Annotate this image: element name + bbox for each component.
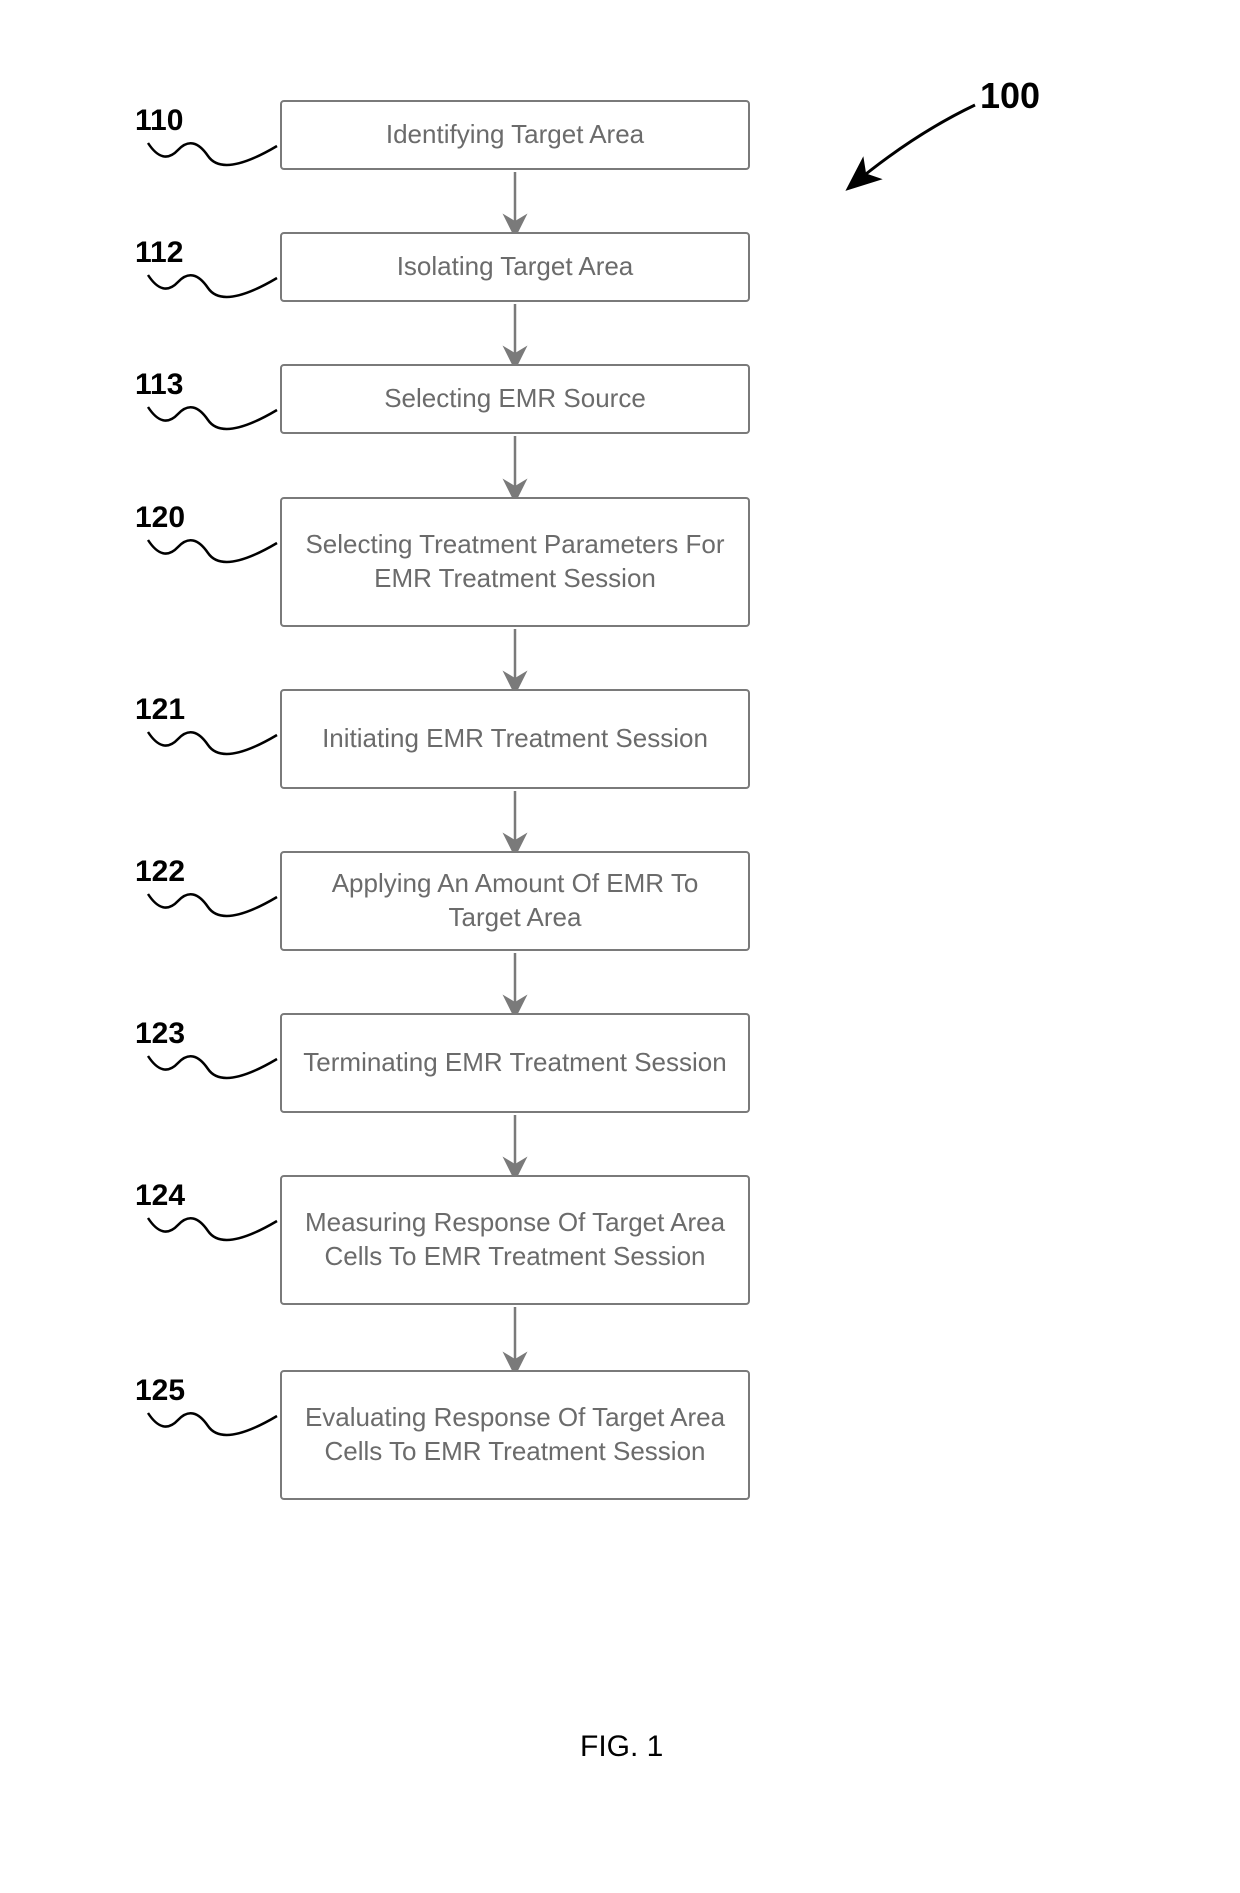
flowchart-step: Evaluating Response Of Target Area Cells… <box>280 1370 750 1500</box>
step-ref-label: 112 <box>135 236 183 270</box>
flow-arrow <box>500 434 530 497</box>
flow-arrow <box>500 789 530 851</box>
squiggle-connector <box>143 889 285 929</box>
step-text: Selecting Treatment Parameters For EMR T… <box>294 528 736 596</box>
squiggle-connector <box>143 1408 285 1448</box>
flow-arrow <box>500 1113 530 1175</box>
step-ref-label: 121 <box>135 693 185 727</box>
step-ref-label: 124 <box>135 1179 185 1213</box>
step-ref-label: 123 <box>135 1017 185 1051</box>
squiggle-connector <box>143 402 285 442</box>
flow-arrow <box>500 170 530 232</box>
flowchart-step: Measuring Response Of Target Area Cells … <box>280 1175 750 1305</box>
flowchart-diagram: 100 Identifying Target Area110 Isolating… <box>0 0 1240 1893</box>
step-ref-label: 110 <box>135 104 183 138</box>
flowchart-step: Selecting EMR Source <box>280 364 750 434</box>
step-ref-label: 125 <box>135 1374 185 1408</box>
figure-label: FIG. 1 <box>580 1730 663 1764</box>
flowchart-step: Terminating EMR Treatment Session <box>280 1013 750 1113</box>
squiggle-connector <box>143 1051 285 1091</box>
flow-arrow <box>500 1305 530 1370</box>
step-text: Evaluating Response Of Target Area Cells… <box>294 1401 736 1469</box>
step-text: Selecting EMR Source <box>384 382 646 416</box>
main-ref-arrow <box>830 85 995 207</box>
step-text: Isolating Target Area <box>397 250 634 284</box>
step-ref-label: 113 <box>135 368 183 402</box>
flow-arrow <box>500 627 530 689</box>
flowchart-step: Isolating Target Area <box>280 232 750 302</box>
step-text: Identifying Target Area <box>386 118 644 152</box>
squiggle-connector <box>143 1213 285 1253</box>
step-text: Applying An Amount Of EMR To Target Area <box>294 867 736 935</box>
squiggle-connector <box>143 270 285 310</box>
flow-arrow <box>500 302 530 364</box>
step-text: Initiating EMR Treatment Session <box>322 722 708 756</box>
flow-arrow <box>500 951 530 1013</box>
flowchart-step: Selecting Treatment Parameters For EMR T… <box>280 497 750 627</box>
flowchart-step: Identifying Target Area <box>280 100 750 170</box>
step-ref-label: 120 <box>135 501 185 535</box>
flowchart-step: Applying An Amount Of EMR To Target Area <box>280 851 750 951</box>
step-ref-label: 122 <box>135 855 185 889</box>
step-text: Terminating EMR Treatment Session <box>303 1046 726 1080</box>
squiggle-connector <box>143 727 285 767</box>
squiggle-connector <box>143 535 285 575</box>
step-text: Measuring Response Of Target Area Cells … <box>294 1206 736 1274</box>
squiggle-connector <box>143 138 285 178</box>
flowchart-step: Initiating EMR Treatment Session <box>280 689 750 789</box>
